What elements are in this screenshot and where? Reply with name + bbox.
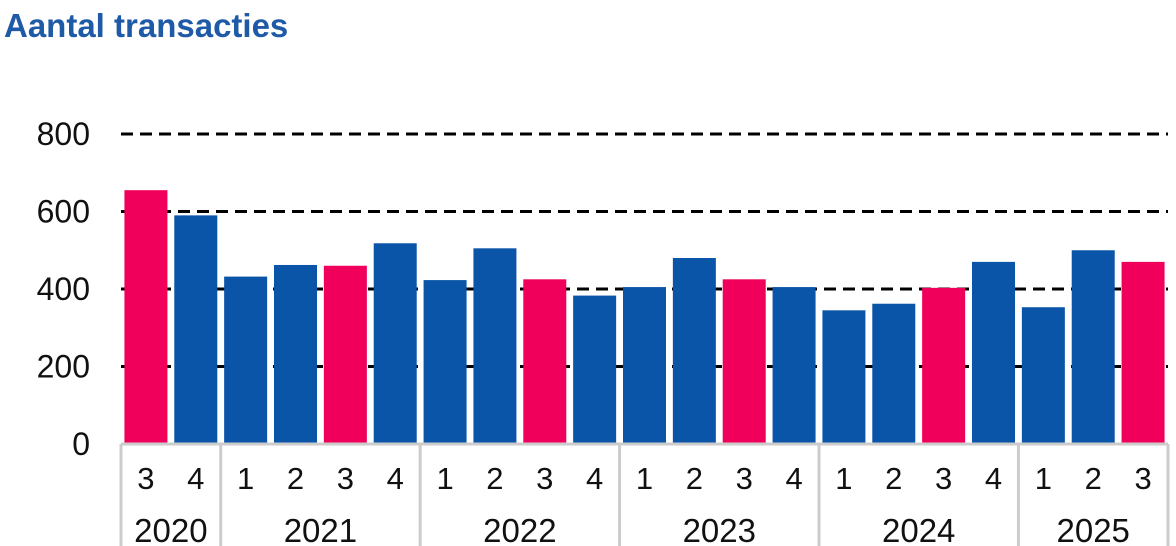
x-tick-label: 2 <box>885 461 902 496</box>
bar <box>772 287 816 444</box>
bar <box>124 190 168 444</box>
bars <box>124 190 1165 444</box>
y-tick-label: 0 <box>72 426 90 462</box>
bar <box>872 303 916 444</box>
x-tick-label: 4 <box>387 461 404 496</box>
y-tick-label: 200 <box>37 349 90 385</box>
x-tick-label: 3 <box>137 461 154 496</box>
x-tick-label: 3 <box>935 461 952 496</box>
bar <box>972 261 1015 444</box>
bar <box>822 310 866 444</box>
x-group-label: 2022 <box>483 512 556 546</box>
bar <box>523 279 567 444</box>
x-tick-label: 1 <box>237 461 254 496</box>
x-group-label: 2020 <box>134 512 207 546</box>
x-tick-label: 4 <box>985 461 1002 496</box>
bar <box>922 287 966 444</box>
x-tick-label: 4 <box>187 461 204 496</box>
x-tick-label: 3 <box>736 461 753 496</box>
x-tick-label: 1 <box>1035 461 1052 496</box>
bar <box>623 287 666 444</box>
bar <box>423 280 467 444</box>
chart-title: Aantal transacties <box>4 7 289 44</box>
x-tick-label: 2 <box>1085 461 1102 496</box>
x-tick-label: 3 <box>337 461 354 496</box>
y-tick-label: 800 <box>37 116 90 152</box>
bar <box>473 248 517 444</box>
bar <box>573 295 617 444</box>
y-tick-label: 600 <box>37 194 90 230</box>
bar <box>1071 250 1115 444</box>
x-tick-label: 4 <box>586 461 603 496</box>
x-group-label: 2024 <box>882 512 955 546</box>
bar <box>323 265 367 444</box>
x-tick-label: 3 <box>1134 461 1151 496</box>
y-axis-ticks: 0 200 400 600 800 <box>37 116 90 462</box>
bar <box>1021 307 1065 444</box>
x-tick-label: 3 <box>536 461 553 496</box>
x-tick-label: 2 <box>287 461 304 496</box>
bar <box>174 215 218 444</box>
x-tick-label: 2 <box>686 461 703 496</box>
x-group-label: 2021 <box>284 512 357 546</box>
x-group-label: 2025 <box>1057 512 1130 546</box>
x-tick-label: 1 <box>636 461 653 496</box>
x-group-label: 2023 <box>683 512 756 546</box>
bar <box>274 264 317 444</box>
bar <box>373 243 417 444</box>
x-tick-label: 4 <box>785 461 802 496</box>
bar <box>1121 261 1165 444</box>
bar <box>672 258 716 444</box>
x-tick-label: 2 <box>486 461 503 496</box>
bar <box>224 276 268 444</box>
x-tick-label: 1 <box>436 461 453 496</box>
y-tick-label: 400 <box>37 271 90 307</box>
x-tick-label: 1 <box>835 461 852 496</box>
bar <box>722 279 766 444</box>
